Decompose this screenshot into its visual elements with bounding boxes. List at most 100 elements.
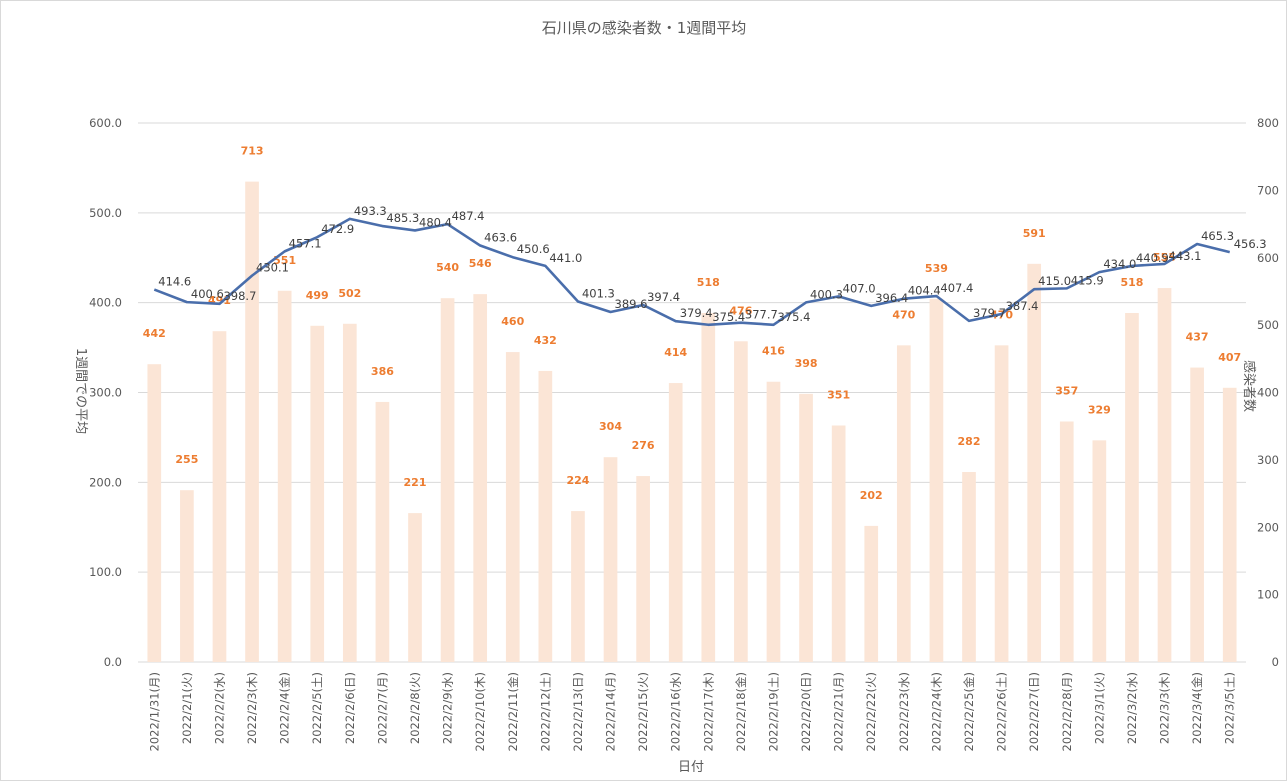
y-right-tick-label: 700 bbox=[1257, 183, 1279, 197]
y-right-tick-label: 600 bbox=[1257, 251, 1279, 265]
bar bbox=[1060, 421, 1074, 662]
bar-data-label: 386 bbox=[371, 365, 394, 378]
line-data-label: 450.6 bbox=[517, 242, 550, 256]
bar-data-label: 470 bbox=[892, 308, 915, 321]
line-data-label: 485.3 bbox=[386, 211, 419, 225]
bar bbox=[897, 345, 911, 662]
bar bbox=[147, 364, 161, 662]
line-data-label: 400.6 bbox=[191, 287, 224, 301]
bar bbox=[1027, 264, 1041, 662]
bar bbox=[1158, 288, 1172, 662]
x-tick-label: 2022/2/9(水) bbox=[441, 672, 455, 744]
bar bbox=[1190, 368, 1204, 662]
line-data-label: 472.9 bbox=[321, 222, 354, 236]
line-data-label: 415.9 bbox=[1071, 273, 1104, 287]
y-right-tick-label: 200 bbox=[1257, 520, 1279, 534]
bar-data-label: 442 bbox=[143, 327, 166, 340]
bar bbox=[832, 426, 846, 662]
bar bbox=[343, 324, 357, 662]
x-tick-label: 2022/3/5(土) bbox=[1223, 672, 1237, 744]
x-tick-label: 2022/2/13(日) bbox=[571, 672, 585, 751]
y-right-tick-label: 800 bbox=[1257, 116, 1279, 130]
line-data-label: 480.4 bbox=[419, 215, 452, 229]
line-data-label: 443.1 bbox=[1169, 249, 1202, 263]
x-tick-label: 2022/2/17(木) bbox=[701, 672, 715, 751]
bar bbox=[473, 294, 487, 662]
line-data-label: 493.3 bbox=[354, 204, 387, 218]
bar bbox=[734, 341, 748, 662]
bar bbox=[604, 457, 618, 662]
bar-data-label: 416 bbox=[762, 345, 785, 358]
bar-data-label: 407 bbox=[1218, 351, 1241, 364]
bar-data-label: 357 bbox=[1055, 384, 1078, 397]
line-data-label: 377.7 bbox=[745, 308, 778, 322]
bar bbox=[1223, 388, 1237, 662]
bar bbox=[441, 298, 455, 662]
line-data-label: 457.1 bbox=[289, 236, 322, 250]
bar-data-label: 546 bbox=[469, 257, 492, 270]
y-right-tick-label: 0 bbox=[1272, 655, 1279, 669]
line-data-label: 389.6 bbox=[615, 297, 648, 311]
y-axis-right-title: 感染者数 bbox=[1241, 360, 1257, 412]
x-tick-label: 2022/2/5(土) bbox=[310, 672, 324, 744]
line-data-label: 375.4 bbox=[777, 310, 810, 324]
line-data-label: 379.7 bbox=[973, 306, 1006, 320]
x-tick-label: 2022/2/26(土) bbox=[995, 672, 1009, 751]
x-tick-label: 2022/2/2(水) bbox=[212, 672, 226, 744]
x-tick-label: 2022/3/4(金) bbox=[1190, 672, 1204, 744]
bar-data-label: 502 bbox=[338, 287, 361, 300]
bar bbox=[1125, 313, 1139, 662]
x-tick-label: 2022/2/3(木) bbox=[245, 672, 259, 744]
bar-data-label: 304 bbox=[599, 420, 622, 433]
bar-data-label: 282 bbox=[958, 435, 981, 448]
bar-data-label: 414 bbox=[664, 346, 687, 359]
bar-series bbox=[147, 182, 1236, 662]
x-tick-label: 2022/2/25(金) bbox=[962, 672, 976, 751]
x-tick-label: 2022/2/6(日) bbox=[343, 672, 357, 744]
bar-data-label: 540 bbox=[436, 261, 459, 274]
bar-data-label: 276 bbox=[632, 439, 655, 452]
bar bbox=[669, 383, 683, 662]
x-axis: 2022/1/31(月)2022/2/1(火)2022/2/2(水)2022/2… bbox=[147, 672, 1236, 751]
bar-data-label: 499 bbox=[306, 289, 329, 302]
y-right-tick-label: 500 bbox=[1257, 318, 1279, 332]
bar-data-label: 255 bbox=[175, 453, 198, 466]
x-tick-label: 2022/2/10(木) bbox=[473, 672, 487, 751]
x-tick-label: 2022/2/16(水) bbox=[669, 672, 683, 751]
bar-data-label: 591 bbox=[1023, 227, 1046, 240]
bar bbox=[245, 182, 259, 662]
bar-data-label: 518 bbox=[1120, 276, 1143, 289]
bar bbox=[1093, 440, 1107, 662]
bar bbox=[408, 513, 422, 662]
bar-data-label: 329 bbox=[1088, 403, 1111, 416]
y-right-tick-label: 100 bbox=[1257, 588, 1279, 602]
bar bbox=[995, 345, 1009, 662]
line-data-label: 440.9 bbox=[1136, 251, 1169, 265]
x-tick-label: 2022/2/12(土) bbox=[538, 672, 552, 751]
line-data-label: 465.3 bbox=[1201, 229, 1234, 243]
bar-data-label: 518 bbox=[697, 276, 720, 289]
bar-data-label: 202 bbox=[860, 489, 883, 502]
bar-data-label: 432 bbox=[534, 334, 557, 347]
x-tick-label: 2022/2/28(月) bbox=[1060, 672, 1074, 751]
bar-data-label: 460 bbox=[501, 315, 524, 328]
y-axis-left-title: 1週間での平均 bbox=[73, 348, 88, 434]
y-left-tick-label: 200.0 bbox=[89, 475, 122, 489]
line-data-label: 401.3 bbox=[582, 286, 615, 300]
x-tick-label: 2022/2/15(火) bbox=[636, 672, 650, 751]
line-data-label: 407.0 bbox=[843, 281, 876, 295]
line-data-label: 396.4 bbox=[875, 291, 908, 305]
x-tick-label: 2022/2/1(火) bbox=[180, 672, 194, 744]
bar bbox=[864, 526, 878, 662]
bar bbox=[571, 511, 585, 662]
bar bbox=[506, 352, 520, 662]
y-right-tick-label: 300 bbox=[1257, 453, 1279, 467]
x-tick-label: 2022/2/20(日) bbox=[799, 672, 813, 751]
x-axis-title: 日付 bbox=[678, 760, 704, 775]
chart-title: 石川県の感染者数・1週間平均 bbox=[542, 19, 747, 37]
line-data-label: 379.4 bbox=[680, 306, 713, 320]
x-tick-label: 2022/2/14(月) bbox=[604, 672, 618, 751]
